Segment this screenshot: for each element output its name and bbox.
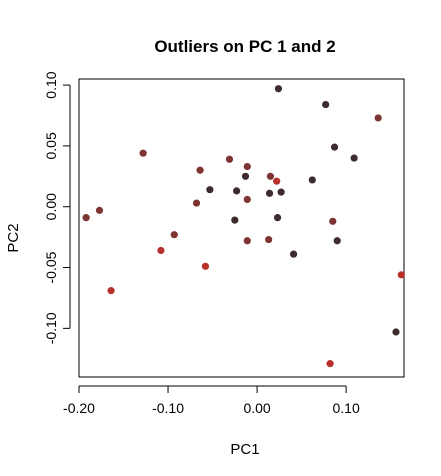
data-point: [233, 187, 241, 195]
data-point: [333, 237, 341, 245]
data-point: [374, 114, 382, 122]
data-point: [170, 231, 178, 239]
x-tick-label: 0.10: [332, 400, 359, 416]
data-point: [243, 162, 251, 171]
data-point: [289, 250, 298, 258]
y-tick-label: 0.00: [43, 193, 59, 220]
chart-title: Outliers on PC 1 and 2: [154, 37, 335, 56]
data-point: [107, 287, 115, 295]
data-point: [350, 154, 358, 162]
plot-frame: [78, 78, 405, 378]
data-point: [392, 328, 400, 336]
x-tick-label: -0.20: [63, 400, 95, 416]
data-point: [273, 177, 281, 185]
data-point: [329, 217, 337, 225]
x-axis: -0.20 -0.10 0.00 0.10: [63, 385, 360, 416]
data-point: [206, 186, 214, 194]
data-point: [192, 199, 201, 207]
data-point: [330, 143, 339, 151]
data-point: [82, 214, 90, 222]
data-point: [241, 172, 250, 180]
data-point: [196, 166, 204, 174]
y-axis-label: PC2: [5, 223, 22, 252]
data-point: [326, 360, 334, 368]
x-tick-label: 0.00: [243, 400, 270, 416]
data-point: [225, 155, 234, 163]
data-point: [95, 206, 104, 214]
y-tick-label: 0.10: [43, 71, 59, 98]
data-point: [243, 195, 251, 204]
data-point: [265, 235, 273, 244]
data-point: [243, 237, 251, 245]
y-axis: -0.10 -0.05 0.00 0.05 0.10: [43, 71, 71, 344]
data-point: [277, 188, 285, 196]
data-point: [201, 262, 210, 270]
data-point: [266, 172, 275, 180]
y-tick-label: 0.05: [43, 132, 59, 159]
data-point: [139, 149, 147, 157]
y-tick-label: -0.10: [43, 312, 59, 344]
x-tick-label: -0.10: [152, 400, 184, 416]
data-point: [397, 271, 405, 279]
data-point: [273, 214, 282, 222]
data-point: [231, 216, 239, 224]
data-point: [265, 189, 274, 197]
data-points: [82, 85, 405, 368]
data-point: [274, 85, 283, 93]
x-axis-label: PC1: [230, 441, 259, 458]
data-point: [308, 176, 316, 184]
y-tick-label: -0.05: [43, 251, 59, 283]
data-point: [157, 246, 165, 255]
data-point: [322, 100, 330, 109]
